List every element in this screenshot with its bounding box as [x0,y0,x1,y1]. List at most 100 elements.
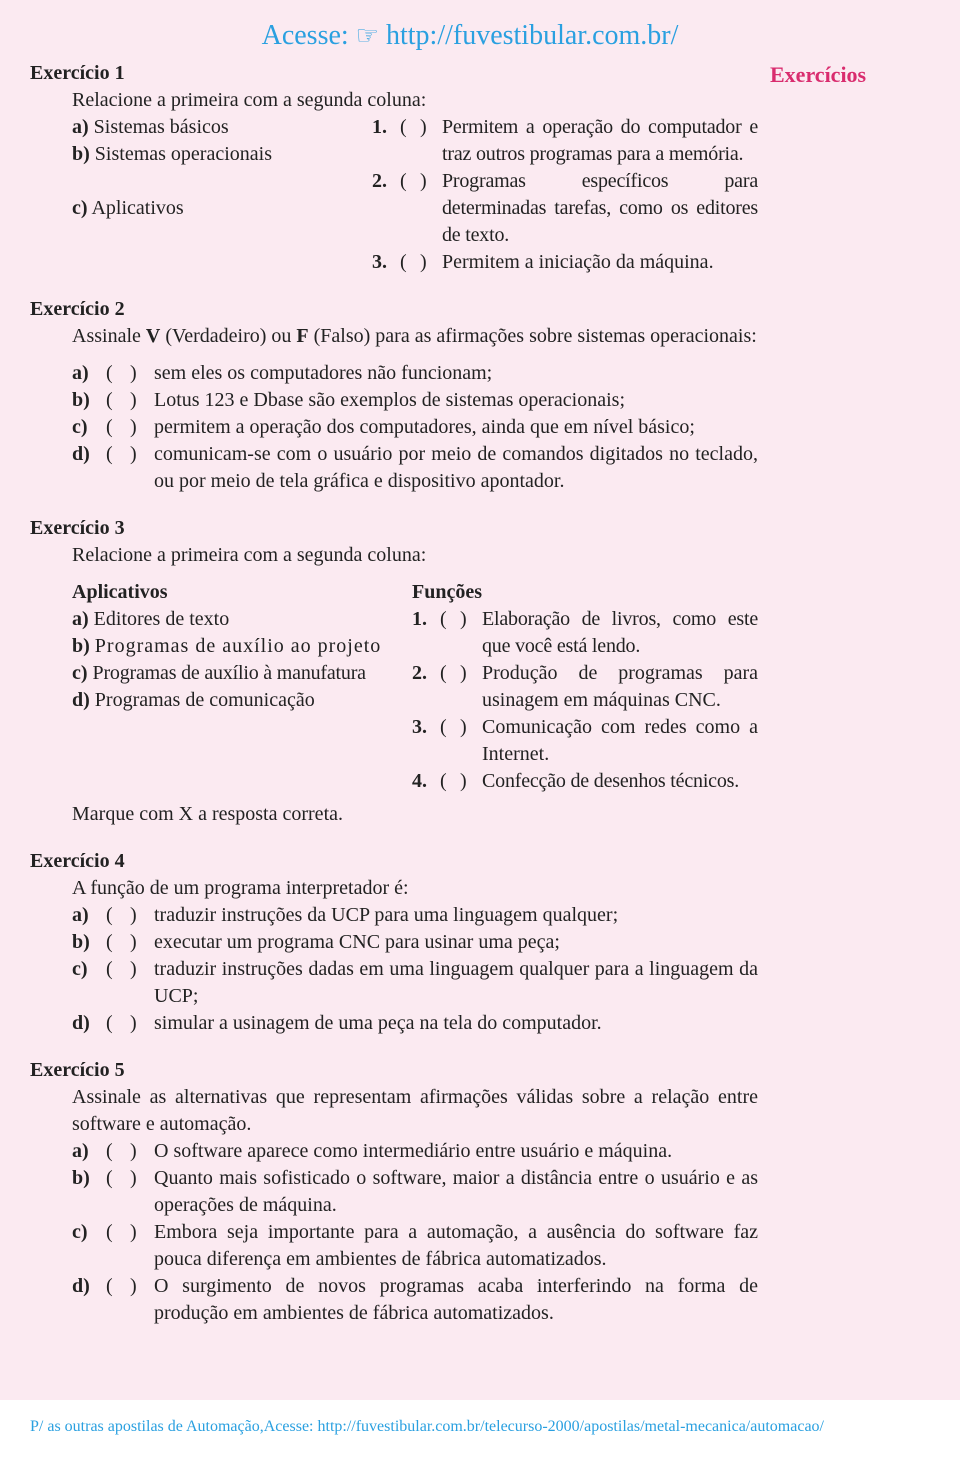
ex3-r1-text: Elaboração de livros, como este que você… [482,606,758,660]
ex1-r2-text: Programas específicos para determinadas … [442,168,758,249]
ex1-r3-text: Permitem a iniciação da máquina. [442,249,758,276]
ex3-r2-num: 2. [412,660,440,687]
ex1-r1-num: 1. [372,114,400,141]
ex4-intro: A função de um programa interpretador é: [30,875,758,902]
ex2-intro-f: F [296,325,308,347]
ex4-a-text: traduzir instruções da UCP para uma ling… [154,902,758,929]
paren-close: ) [460,660,482,687]
ex2-title: Exercício 2 [30,296,758,323]
exercise-4: Exercício 4 A função de um programa inte… [30,848,758,1037]
paren-close: ) [420,114,442,141]
ex3-left-header: Aplicativos [72,579,402,606]
ex5-d-text: O surgimento de novos programas acaba in… [154,1273,758,1327]
ex5-b-label: b) [72,1165,106,1192]
paren-open: ( [440,714,460,741]
ex3-r4-text: Confecção de desenhos técnicos. [482,768,758,795]
ex3-r4-num: 4. [412,768,440,795]
ex5-d-label: d) [72,1273,106,1300]
paren-open: ( [106,414,130,441]
paren-open: ( [106,1219,130,1246]
access-label: Acesse: [262,20,349,51]
ex3-ld-label: d) [72,689,90,711]
section-label-exercicios: Exercícios [770,60,910,1347]
paren-open: ( [106,929,130,956]
ex2-d-text: comunicam-se com o usuário por meio de c… [154,441,758,495]
ex3-right-header: Funções [412,579,758,606]
paren-close: ) [420,249,442,276]
ex4-a-label: a) [72,902,106,929]
paren-close: ) [460,714,482,741]
paren-open: ( [400,168,420,195]
ex3-right-col: Funções 1.()Elaboração de livros, como e… [412,579,758,795]
ex2-options: a)()sem eles os computadores não funcion… [30,360,758,495]
ex4-d-label: d) [72,1010,106,1037]
ex5-c-text: Embora seja importante para a automação,… [154,1219,758,1273]
paren-close: ) [130,1219,154,1246]
ex3-la-text: Editores de texto [94,608,230,630]
ex2-c-label: c) [72,414,106,441]
ex1-left-a-text: Sistemas básicos [94,116,229,138]
ex3-lc-label: c) [72,662,88,684]
ex3-lb-text: Programas de auxílio ao projeto [95,635,382,657]
paren-open: ( [440,660,460,687]
ex4-b-label: b) [72,929,106,956]
paren-close: ) [130,1273,154,1300]
ex3-title: Exercício 3 [30,515,758,542]
ex1-r2-num: 2. [372,168,400,195]
header-url: http://fuvestibular.com.br/ [386,20,678,51]
ex1-r3-num: 3. [372,249,400,276]
ex2-intro: Assinale V (Verdadeiro) ou F (Falso) par… [30,323,758,350]
paren-open: ( [106,1138,130,1165]
exercise-2: Exercício 2 Assinale V (Verdadeiro) ou F… [30,296,758,495]
paren-open: ( [106,1165,130,1192]
ex1-intro: Relacione a primeira com a segunda colun… [30,87,758,114]
paren-open: ( [106,956,130,983]
paren-close: ) [460,768,482,795]
paren-open: ( [440,606,460,633]
ex5-a-label: a) [72,1138,106,1165]
paren-close: ) [130,414,154,441]
paren-open: ( [106,1010,130,1037]
ex1-left-c-label: c) [72,197,88,219]
paren-close: ) [460,606,482,633]
paren-close: ) [130,929,154,956]
ex4-c-label: c) [72,956,106,983]
paren-open: ( [106,902,130,929]
ex2-intro-v: V [146,325,160,347]
paren-open: ( [106,441,130,468]
ex5-intro: Assinale as alternativas que representam… [30,1084,758,1138]
ex1-r1-text: Permitem a operação do computador e traz… [442,114,758,168]
ex4-b-text: executar um programa CNC para usinar uma… [154,929,758,956]
ex1-left-b-text: Sistemas operacionais [95,143,272,165]
paren-open: ( [400,249,420,276]
paren-open: ( [400,114,420,141]
ex3-r3-num: 3. [412,714,440,741]
paren-open: ( [440,768,460,795]
ex1-left-col: a) Sistemas básicos b) Sistemas operacio… [72,114,362,276]
paren-close: ) [420,168,442,195]
ex1-right-col: 1. ( ) Permitem a operação do computador… [372,114,758,276]
paren-close: ) [130,1010,154,1037]
ex3-lc-text: Programas de auxílio à manufatura [93,662,366,684]
ex2-b-text: Lotus 123 e Dbase são exemplos de sistem… [154,387,758,414]
ex3-left-col: Aplicativos a) Editores de texto b) Prog… [72,579,402,795]
footer-link[interactable]: P/ as outras apostilas de Automação,Aces… [0,1400,960,1444]
ex3-r2-text: Produção de programas para usinagem em m… [482,660,758,714]
header-link[interactable]: Acesse: ☞ http://fuvestibular.com.br/ [30,20,910,52]
paren-open: ( [106,387,130,414]
paren-open: ( [106,1273,130,1300]
ex2-d-label: d) [72,441,106,468]
ex2-b-label: b) [72,387,106,414]
exercise-5: Exercício 5 Assinale as alternativas que… [30,1057,758,1327]
ex1-title: Exercício 1 [30,60,758,87]
paren-close: ) [130,956,154,983]
ex4-options: a)()traduzir instruções da UCP para uma … [30,902,758,1037]
paren-close: ) [130,1138,154,1165]
content-area: Exercício 1 Relacione a primeira com a s… [30,60,758,1347]
ex3-intro: Relacione a primeira com a segunda colun… [30,542,758,569]
paren-open: ( [106,360,130,387]
paren-close: ) [130,902,154,929]
ex3-lb-label: b) [72,635,90,657]
ex5-c-label: c) [72,1219,106,1246]
ex2-intro-mid: (Verdadeiro) ou [160,325,296,347]
